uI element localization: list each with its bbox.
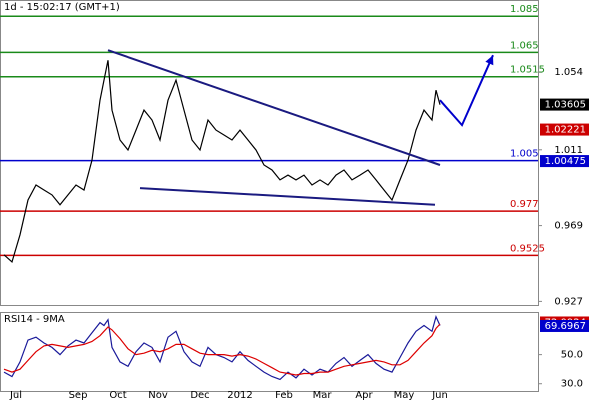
level-label: 0.977 <box>510 199 539 210</box>
rsi-frame <box>0 312 539 392</box>
x-tick-label: 2012 <box>227 390 252 400</box>
trendline <box>439 54 494 127</box>
level-label: 1.005 <box>510 149 539 160</box>
rsi-title: RSI14 - 9MA <box>4 314 65 325</box>
y-tick-label: 1.011 <box>554 145 583 156</box>
price-box <box>540 319 589 332</box>
y-tick-label: 50.0 <box>561 350 583 361</box>
y-tick-label: 1.054 <box>554 67 583 78</box>
y-tick-label: 0.969 <box>554 221 583 232</box>
x-tick-label: May <box>394 390 415 400</box>
price-box <box>540 123 589 136</box>
series-line <box>3 60 441 263</box>
arrow-head <box>485 55 494 66</box>
x-tick-label: Jul <box>9 390 22 400</box>
x-tick-label: Mar <box>313 390 333 400</box>
price-label: 1.00475 <box>545 156 586 167</box>
x-tick-label: Nov <box>148 390 168 400</box>
series-line <box>3 315 441 381</box>
level-label: 0.9525 <box>510 243 545 254</box>
series-line <box>3 323 441 376</box>
level-label: 1.0515 <box>510 65 545 76</box>
price-box <box>540 155 589 168</box>
trendline <box>139 187 436 206</box>
x-tick-label: Sep <box>69 390 88 400</box>
x-tick-label: Apr <box>355 390 373 400</box>
price-label: 1.03605 <box>545 100 586 111</box>
chart-title: 1d - 15:02:17 (GMT+1) <box>4 2 120 13</box>
x-tick-label: Dec <box>190 390 209 400</box>
price-frame <box>0 0 539 306</box>
y-tick-label: 0.927 <box>554 296 583 307</box>
price-label: 69.6967 <box>545 321 586 332</box>
level-label: 1.085 <box>510 4 539 15</box>
x-tick-label: Oct <box>109 390 126 400</box>
x-tick-label: Jun <box>431 390 448 400</box>
level-label: 1.065 <box>510 40 539 51</box>
x-tick-label: Feb <box>275 390 293 400</box>
y-tick-label: 30.0 <box>561 379 583 390</box>
price-label: 1.02221 <box>545 125 586 136</box>
price-box <box>540 98 589 111</box>
trendline <box>107 49 441 166</box>
